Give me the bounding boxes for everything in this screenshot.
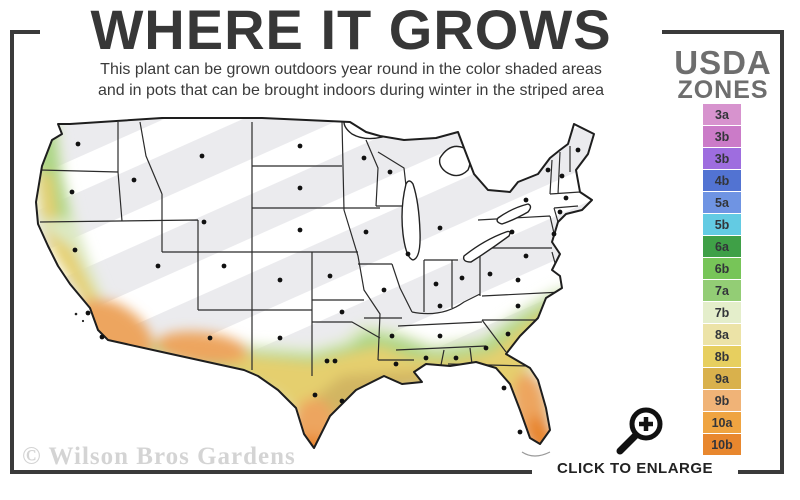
zone-chip-4b-3: 4b: [703, 170, 741, 191]
watermark: © Wilson Bros Gardens: [22, 443, 296, 470]
zone-chip-8b-11: 8b: [703, 346, 741, 367]
subtitle-line-1: This plant can be grown outdoors year ro…: [100, 61, 602, 78]
legend-heading-usda: USDA: [674, 44, 772, 81]
city-dots: [69, 141, 581, 435]
zone-chip-5b-5: 5b: [703, 214, 741, 235]
zone-chip-8a-10: 8a: [703, 324, 741, 345]
zone-chip-7b-9: 7b: [703, 302, 741, 323]
zone-chip-6b-7: 6b: [703, 258, 741, 279]
zone-chip-7a-8: 7a: [703, 280, 741, 301]
us-map-graphic: [35, 117, 595, 457]
enlarge-button[interactable]: CLICK TO ENLARGE: [532, 458, 738, 492]
zone-chip-3b-2: 3b: [703, 148, 741, 169]
subtitle-line-2: and in pots that can be brought indoors …: [97, 81, 605, 99]
header: WHERE IT GROWS This plant can be grown o…: [40, 0, 662, 106]
page-title: WHERE IT GROWS: [90, 0, 612, 61]
zone-chip-10b-15: 10b: [703, 434, 741, 455]
legend-heading-zones: ZONES: [677, 76, 769, 104]
magnifier-plus-icon[interactable]: [608, 403, 674, 459]
zone-list: 3a 3b 3b 4b 5a 5b 6a 6b 7a 7b 8a 8b 9a 9b 10a 10b: [703, 104, 741, 456]
zone-chip-3a-0: 3a: [703, 104, 741, 125]
zone-chip-9a-12: 9a: [703, 368, 741, 389]
zone-chip-3b-1: 3b: [703, 126, 741, 147]
zone-chip-9b-13: 9b: [703, 390, 741, 411]
usda-zone-map[interactable]: [12, 108, 662, 478]
zone-chip-10a-14: 10a: [703, 412, 741, 433]
zone-chip-6a-6: 6a: [703, 236, 741, 257]
zone-chip-5a-4: 5a: [703, 192, 741, 213]
enlarge-label[interactable]: CLICK TO ENLARGE: [556, 460, 714, 477]
